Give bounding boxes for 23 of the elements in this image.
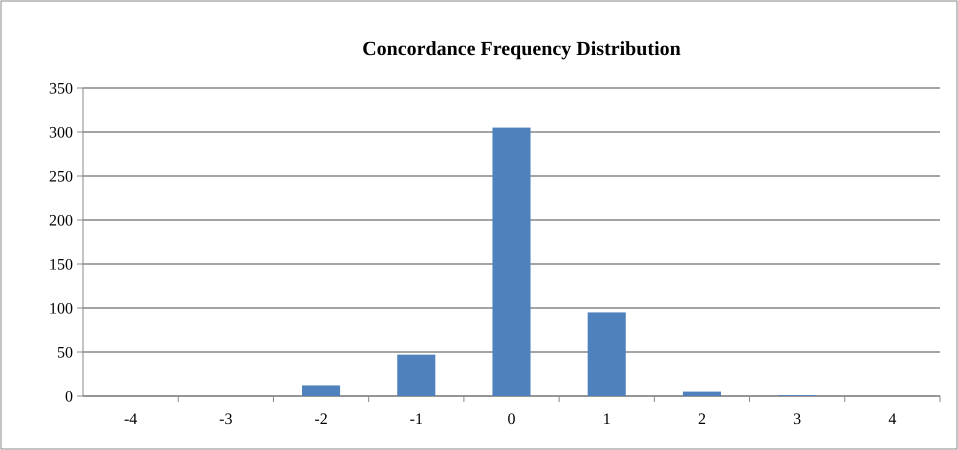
x-tick-label: -3 (219, 411, 232, 428)
y-tick-label: 250 (49, 168, 73, 186)
y-tick-label: 350 (49, 80, 73, 98)
chart-title: Concordance Frequency Distribution (362, 38, 681, 60)
y-tick-label: 200 (49, 212, 73, 230)
y-tick-label: 0 (65, 388, 73, 406)
bar (302, 385, 340, 396)
x-tick-label: 1 (602, 411, 611, 428)
x-tick-label: -2 (314, 411, 328, 428)
bar (492, 128, 531, 396)
bar (397, 354, 436, 396)
x-tick-label: -4 (124, 411, 138, 428)
y-tick-label: 150 (49, 256, 73, 274)
x-tick-label: 0 (508, 411, 516, 428)
y-tick-label: 50 (57, 344, 73, 362)
y-tick-label: 100 (49, 300, 73, 318)
x-tick-label: 4 (888, 411, 896, 428)
x-tick-label: 3 (793, 411, 802, 428)
y-tick-label: 300 (49, 124, 73, 142)
x-tick-label: 2 (698, 411, 706, 428)
x-tick-label: -1 (410, 411, 423, 428)
bar (588, 312, 626, 396)
bar (682, 392, 721, 396)
